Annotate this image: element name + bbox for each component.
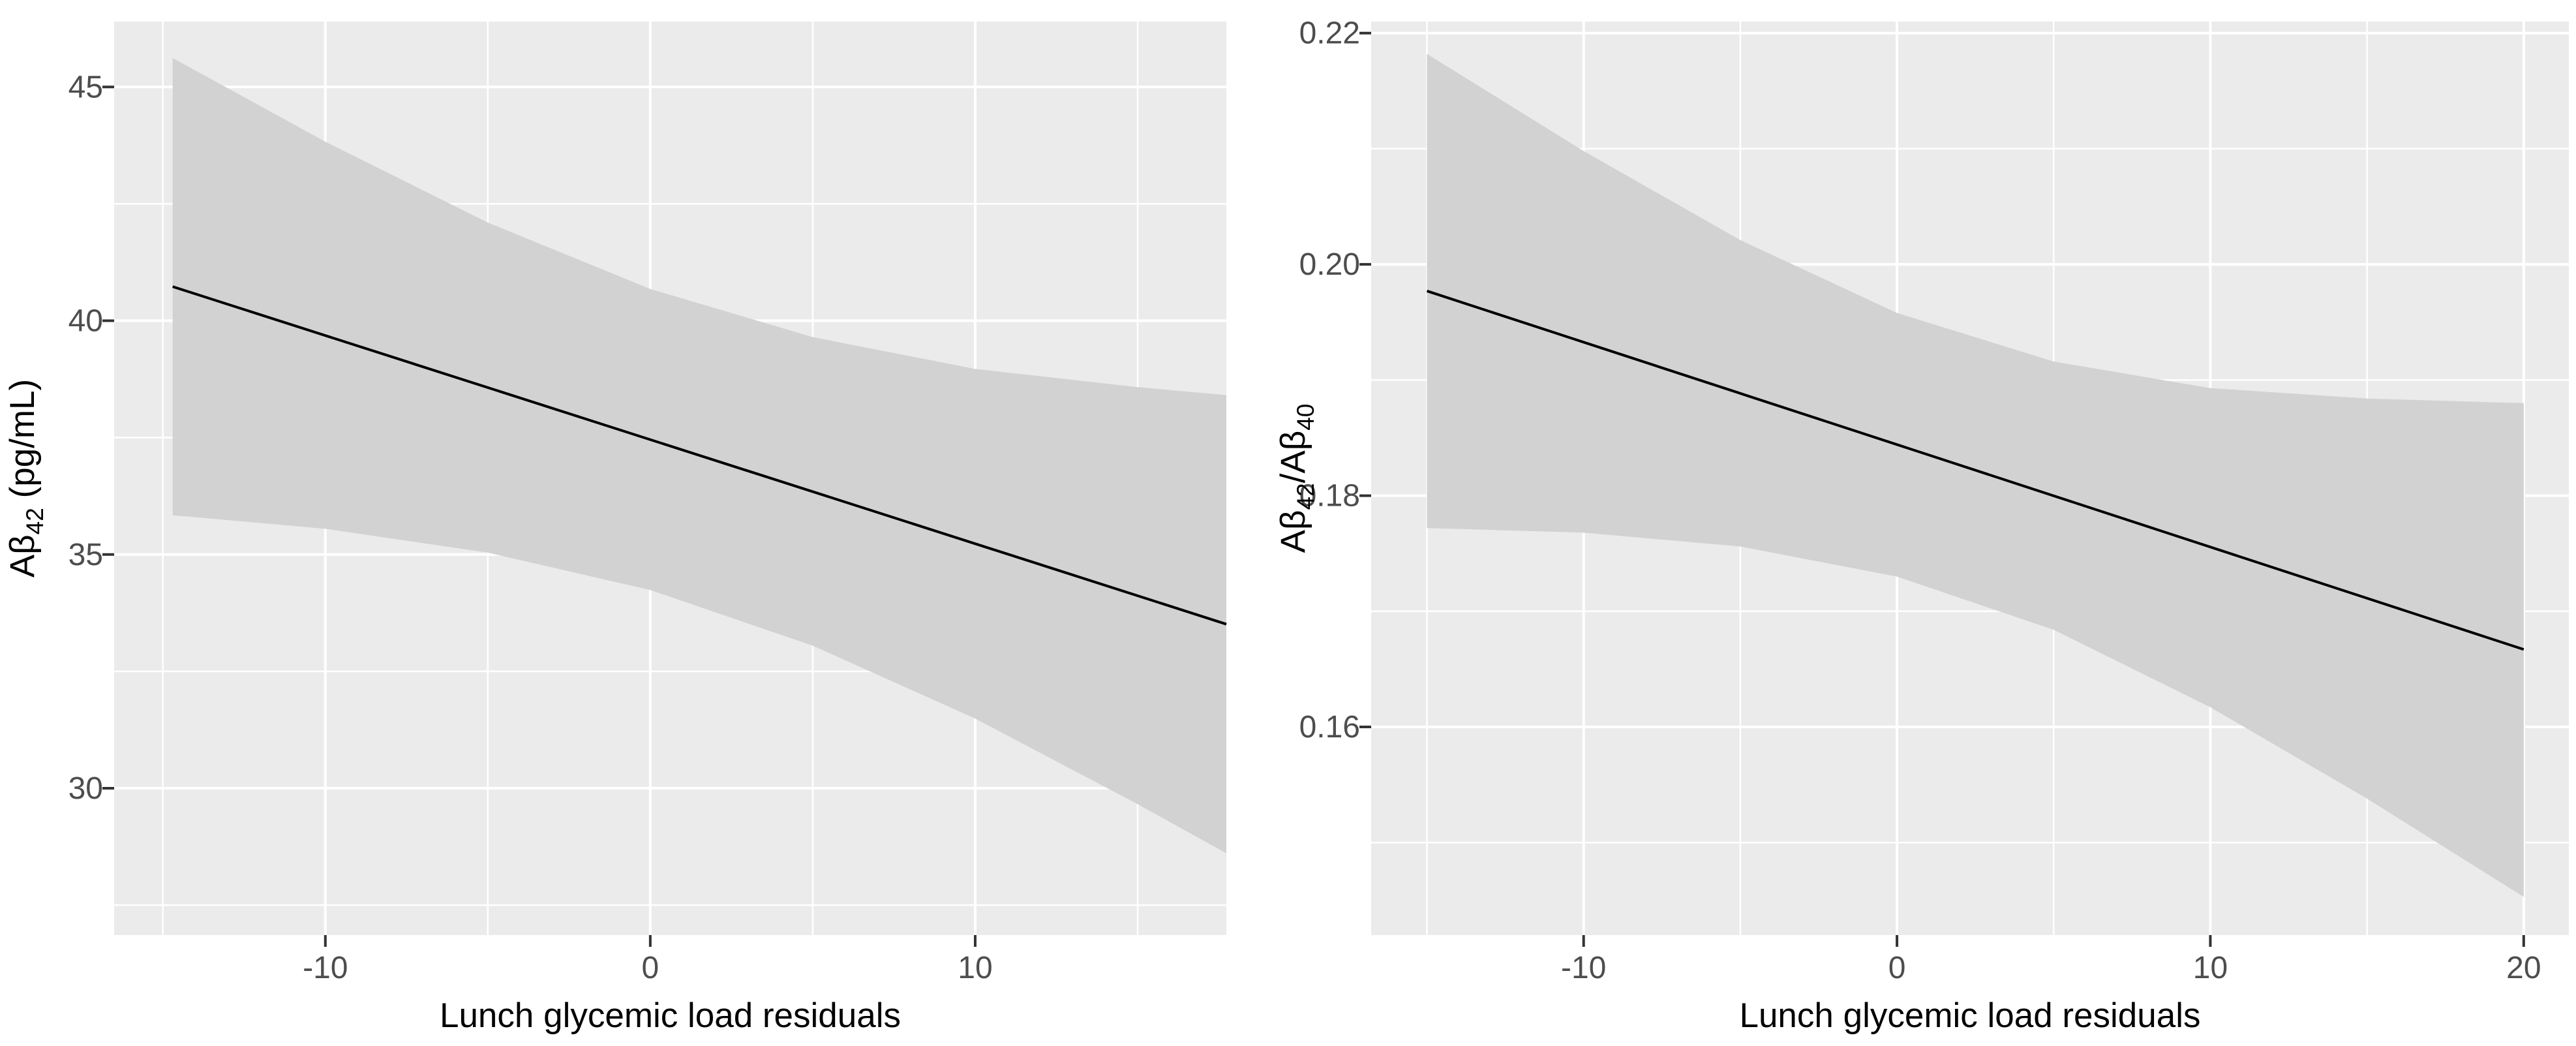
y-axis-title-part: (pg/mL) [3, 379, 42, 508]
y-tick-label: 30 [68, 771, 103, 806]
fit-line [172, 285, 1227, 626]
x-tick-label: 0 [642, 951, 659, 985]
y-tick-label: 0.16 [1299, 710, 1360, 745]
plot-panel-1: -10 0 10 20 0.16 0.18 0.20 0.22 Lunch glycemic l… [1274, 16, 2569, 1035]
y-axis-title-subscript: 40 [1292, 404, 1319, 431]
confidence-band [1427, 54, 2524, 897]
y-axis-title-subscript: 42 [1292, 483, 1319, 510]
x-tick-label: -10 [1561, 951, 1606, 985]
y-tick-label: 0.20 [1299, 247, 1360, 282]
x-axis-title: Lunch glycemic load residuals [440, 996, 901, 1035]
y-axis-title: Aβ42/Aβ40 [1274, 404, 1319, 553]
y-tick-label: 40 [68, 304, 103, 339]
x-axis-title: Lunch glycemic load residuals [1739, 996, 2200, 1035]
y-axis-title-part: Aβ [3, 534, 42, 577]
x-tick-label: 20 [2506, 951, 2541, 985]
x-tick-label: 0 [1888, 951, 1906, 985]
y-axis-title-subscript: 42 [22, 508, 48, 534]
y-tick-label: 0.22 [1299, 16, 1360, 51]
x-tick-label: 10 [958, 951, 992, 985]
y-axis-title: Aβ42 (pg/mL) [3, 379, 48, 577]
fit-line [1426, 290, 2524, 651]
y-axis-title-part: /Aβ [1274, 431, 1312, 484]
y-axis-title-part: Aβ [1274, 510, 1312, 553]
x-tick-label: 10 [2193, 951, 2228, 985]
y-tick-label: 0.18 [1299, 479, 1360, 514]
x-tick-label: -10 [303, 951, 348, 985]
y-tick-label: 35 [68, 538, 103, 572]
y-tick-label: 45 [68, 70, 103, 104]
plot-panel-0: -10 0 10 30 35 40 45 Lunch glycemic load residu… [3, 22, 1227, 1035]
